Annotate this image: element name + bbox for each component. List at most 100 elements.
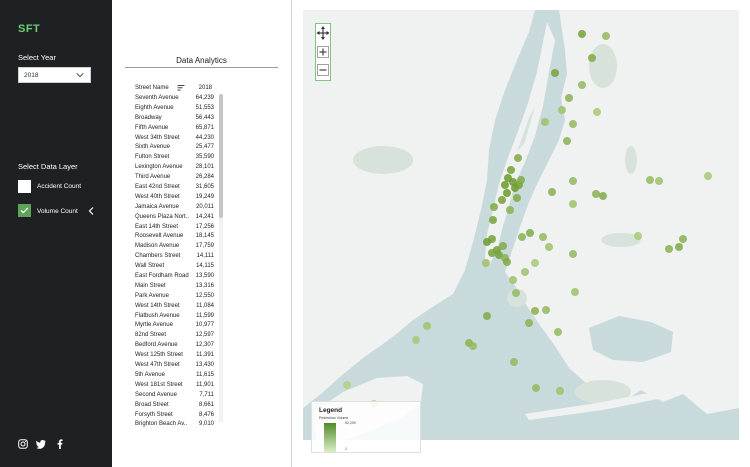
- table-row[interactable]: Wall Street 14,115: [134, 262, 218, 272]
- map-data-point[interactable]: [517, 176, 525, 184]
- table-row[interactable]: Queens Plaza Nort.. 14,241: [134, 213, 218, 223]
- map-data-point[interactable]: [513, 194, 521, 202]
- map-data-point[interactable]: [679, 235, 687, 243]
- table-row[interactable]: East 14th Street 17,256: [134, 223, 218, 233]
- map-data-point[interactable]: [569, 200, 577, 208]
- table-row[interactable]: Forsyth Street 8,476: [134, 411, 218, 421]
- map-data-point[interactable]: [531, 259, 539, 267]
- map-data-point[interactable]: [539, 233, 547, 241]
- map-data-point[interactable]: [531, 307, 539, 315]
- map-data-point[interactable]: [545, 243, 553, 251]
- map-data-point[interactable]: [525, 319, 533, 327]
- map-data-point[interactable]: [503, 258, 511, 266]
- table-row[interactable]: Lexington Avenue 28,101: [134, 163, 218, 173]
- table-row[interactable]: Fifth Avenue 65,871: [134, 124, 218, 134]
- map-data-point[interactable]: [507, 166, 515, 174]
- map-data-point[interactable]: [521, 268, 529, 276]
- map-data-point[interactable]: [482, 259, 490, 267]
- map-data-point[interactable]: [514, 154, 522, 162]
- column-header-street-name[interactable]: Street Name: [135, 85, 169, 91]
- table-row[interactable]: West 47th Street 13,430: [134, 361, 218, 371]
- facebook-icon[interactable]: [55, 439, 65, 449]
- map[interactable]: [303, 10, 739, 440]
- map-data-point[interactable]: [499, 242, 507, 250]
- map-data-point[interactable]: [556, 387, 564, 395]
- map-data-point[interactable]: [498, 196, 506, 204]
- zoom-in-icon[interactable]: [316, 43, 330, 61]
- table-row[interactable]: Jamaica Avenue 20,011: [134, 203, 218, 213]
- volume-count-checkbox[interactable]: [18, 204, 31, 217]
- table-row[interactable]: Sixth Avenue 25,477: [134, 143, 218, 153]
- map-data-point[interactable]: [489, 216, 497, 224]
- map-data-point[interactable]: [565, 94, 573, 102]
- map-data-point[interactable]: [510, 358, 518, 366]
- map-data-point[interactable]: [592, 190, 600, 198]
- table-row[interactable]: 5th Avenue 11,615: [134, 371, 218, 381]
- table-row[interactable]: Main Street 13,316: [134, 282, 218, 292]
- instagram-icon[interactable]: [18, 439, 28, 449]
- table-row[interactable]: Bedford Avenue 12,307: [134, 341, 218, 351]
- map-data-point[interactable]: [509, 276, 517, 284]
- map-data-point[interactable]: [423, 322, 431, 330]
- table-row[interactable]: 82nd Street 12,597: [134, 331, 218, 341]
- map-data-point[interactable]: [599, 192, 607, 200]
- table-row[interactable]: Myrtle Avenue 10,977: [134, 321, 218, 331]
- map-data-point[interactable]: [548, 188, 556, 196]
- map-data-point[interactable]: [551, 69, 559, 77]
- map-data-point[interactable]: [542, 306, 550, 314]
- table-row[interactable]: West 181st Street 11,901: [134, 381, 218, 391]
- table-row[interactable]: Seventh Avenue 64,239: [134, 94, 218, 104]
- pan-icon[interactable]: [316, 24, 330, 42]
- map-data-point[interactable]: [569, 177, 577, 185]
- map-data-point[interactable]: [483, 238, 491, 246]
- map-data-point[interactable]: [541, 118, 549, 126]
- table-row[interactable]: Second Avenue 7,711: [134, 391, 218, 401]
- accident-count-checkbox[interactable]: [18, 180, 31, 193]
- map-data-point[interactable]: [483, 312, 491, 320]
- map-data-point[interactable]: [704, 172, 712, 180]
- table-row[interactable]: East 42nd Street 31,605: [134, 183, 218, 193]
- table-scrollbar-track[interactable]: [219, 94, 223, 422]
- map-data-point[interactable]: [602, 32, 610, 40]
- table-row[interactable]: Roosevelt Avenue 18,145: [134, 232, 218, 242]
- map-data-point[interactable]: [526, 229, 534, 237]
- map-data-point[interactable]: [554, 328, 562, 336]
- map-data-point[interactable]: [578, 30, 586, 38]
- map-data-point[interactable]: [675, 243, 683, 251]
- map-data-point[interactable]: [646, 176, 654, 184]
- map-data-point[interactable]: [578, 81, 586, 89]
- map-data-point[interactable]: [634, 232, 642, 240]
- year-select[interactable]: 2018: [18, 67, 91, 83]
- table-row[interactable]: West 125th Street 11,391: [134, 351, 218, 361]
- map-data-point[interactable]: [501, 181, 509, 189]
- table-row[interactable]: Park Avenue 12,550: [134, 292, 218, 302]
- map-data-point[interactable]: [506, 206, 514, 214]
- map-data-point[interactable]: [490, 203, 498, 211]
- map-data-point[interactable]: [469, 342, 477, 350]
- map-data-point[interactable]: [655, 177, 663, 185]
- map-data-point[interactable]: [569, 120, 577, 128]
- table-row[interactable]: West 40th Street 19,249: [134, 193, 218, 203]
- table-row[interactable]: West 34th Street 44,230: [134, 134, 218, 144]
- map-data-point[interactable]: [569, 250, 577, 258]
- map-data-point[interactable]: [518, 233, 526, 241]
- map-data-point[interactable]: [512, 289, 520, 297]
- twitter-icon[interactable]: [36, 439, 46, 449]
- map-data-point[interactable]: [558, 106, 566, 114]
- map-data-point[interactable]: [412, 336, 420, 344]
- map-data-point[interactable]: [503, 189, 511, 197]
- sort-icon[interactable]: [177, 84, 185, 92]
- column-header-year[interactable]: 2018: [198, 85, 212, 91]
- map-data-point[interactable]: [343, 381, 351, 389]
- table-row[interactable]: East Fordham Road 13,590: [134, 272, 218, 282]
- map-data-point[interactable]: [495, 251, 503, 259]
- table-row[interactable]: Brighton Beach Av.. 9,010: [134, 420, 218, 430]
- map-data-point[interactable]: [665, 245, 673, 253]
- table-row[interactable]: Fulton Street 35,590: [134, 153, 218, 163]
- chevron-left-icon[interactable]: [88, 207, 94, 215]
- map-data-point[interactable]: [532, 384, 540, 392]
- table-row[interactable]: Eighth Avenue 51,553: [134, 104, 218, 114]
- table-row[interactable]: West 14th Street 11,084: [134, 302, 218, 312]
- map-data-point[interactable]: [563, 137, 571, 145]
- table-row[interactable]: Flatbush Avenue 11,599: [134, 312, 218, 322]
